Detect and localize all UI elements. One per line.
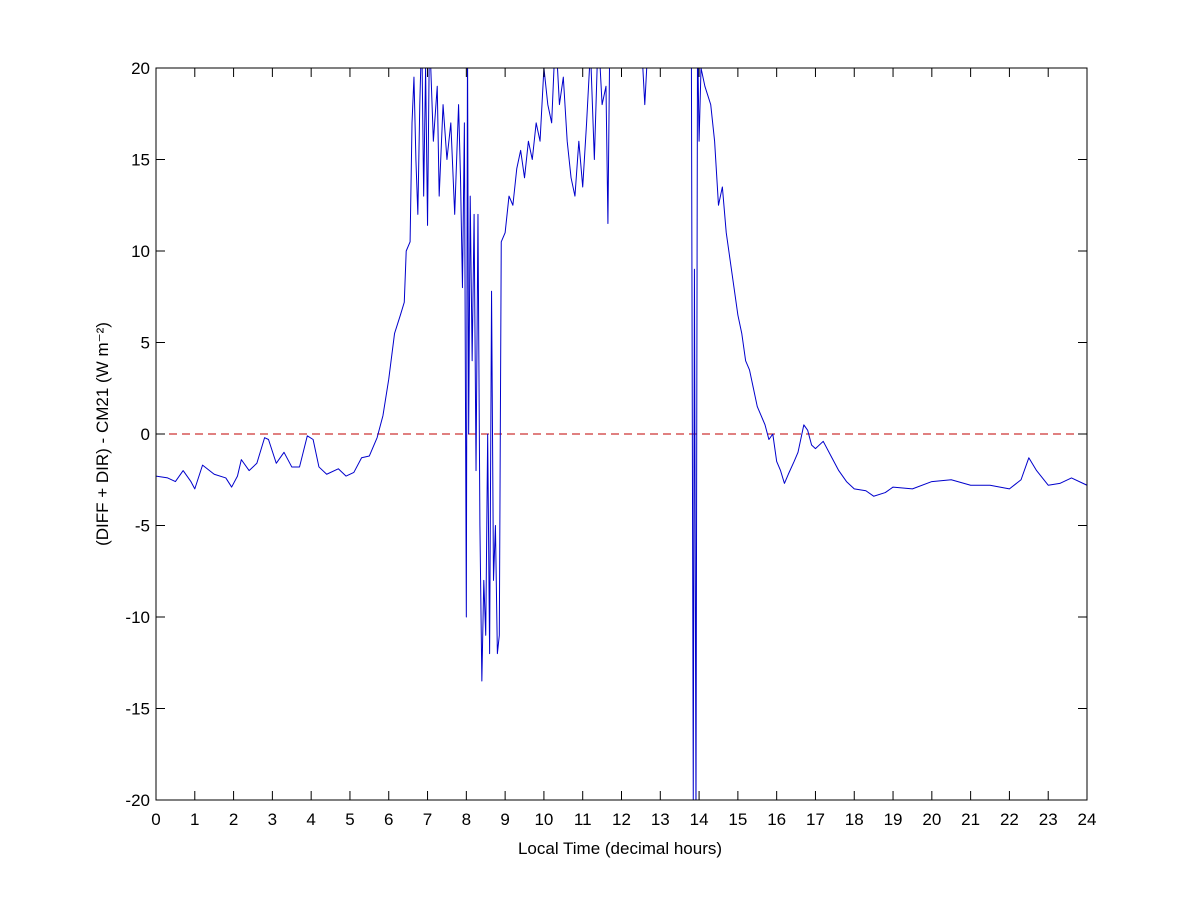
- x-tick-label: 7: [423, 810, 432, 829]
- x-tick-label: 18: [845, 810, 864, 829]
- x-tick-label: 6: [384, 810, 393, 829]
- x-tick-label: 1: [190, 810, 199, 829]
- x-tick-label: 14: [690, 810, 709, 829]
- x-tick-label: 19: [884, 810, 903, 829]
- y-tick-label: -10: [125, 608, 150, 627]
- x-tick-label: 20: [922, 810, 941, 829]
- x-tick-label: 2: [229, 810, 238, 829]
- x-axis-label: Local Time (decimal hours): [518, 839, 722, 858]
- plot-area: [156, 68, 1087, 800]
- x-tick-label: 3: [268, 810, 277, 829]
- y-axis-label: (DIFF + DIR) - CM21 (W m⁻²): [93, 322, 112, 546]
- data-line: [156, 68, 1087, 800]
- x-tick-label: 4: [306, 810, 315, 829]
- x-tick-label: 11: [574, 810, 592, 829]
- x-tick-label: 12: [612, 810, 631, 829]
- x-tick-label: 8: [462, 810, 471, 829]
- y-tick-label: 5: [141, 334, 150, 353]
- y-tick-label: -5: [135, 517, 150, 536]
- y-tick-label: 15: [131, 151, 150, 170]
- y-tick-label: 0: [141, 425, 150, 444]
- x-tick-label: 23: [1039, 810, 1058, 829]
- y-tick-label: -15: [125, 700, 150, 719]
- y-tick-label: -20: [125, 791, 150, 810]
- x-tick-label: 5: [345, 810, 354, 829]
- y-tick-label: 20: [131, 59, 150, 78]
- x-tick-label: 22: [1000, 810, 1019, 829]
- x-tick-label: 9: [500, 810, 509, 829]
- x-tick-label: 0: [151, 810, 160, 829]
- x-tick-label: 21: [961, 810, 980, 829]
- x-tick-label: 16: [767, 810, 786, 829]
- x-tick-label: 13: [651, 810, 670, 829]
- x-tick-label: 24: [1078, 810, 1097, 829]
- x-tick-label: 10: [534, 810, 553, 829]
- x-tick-label: 15: [728, 810, 747, 829]
- y-tick-label: 10: [131, 242, 150, 261]
- x-tick-label: 17: [806, 810, 825, 829]
